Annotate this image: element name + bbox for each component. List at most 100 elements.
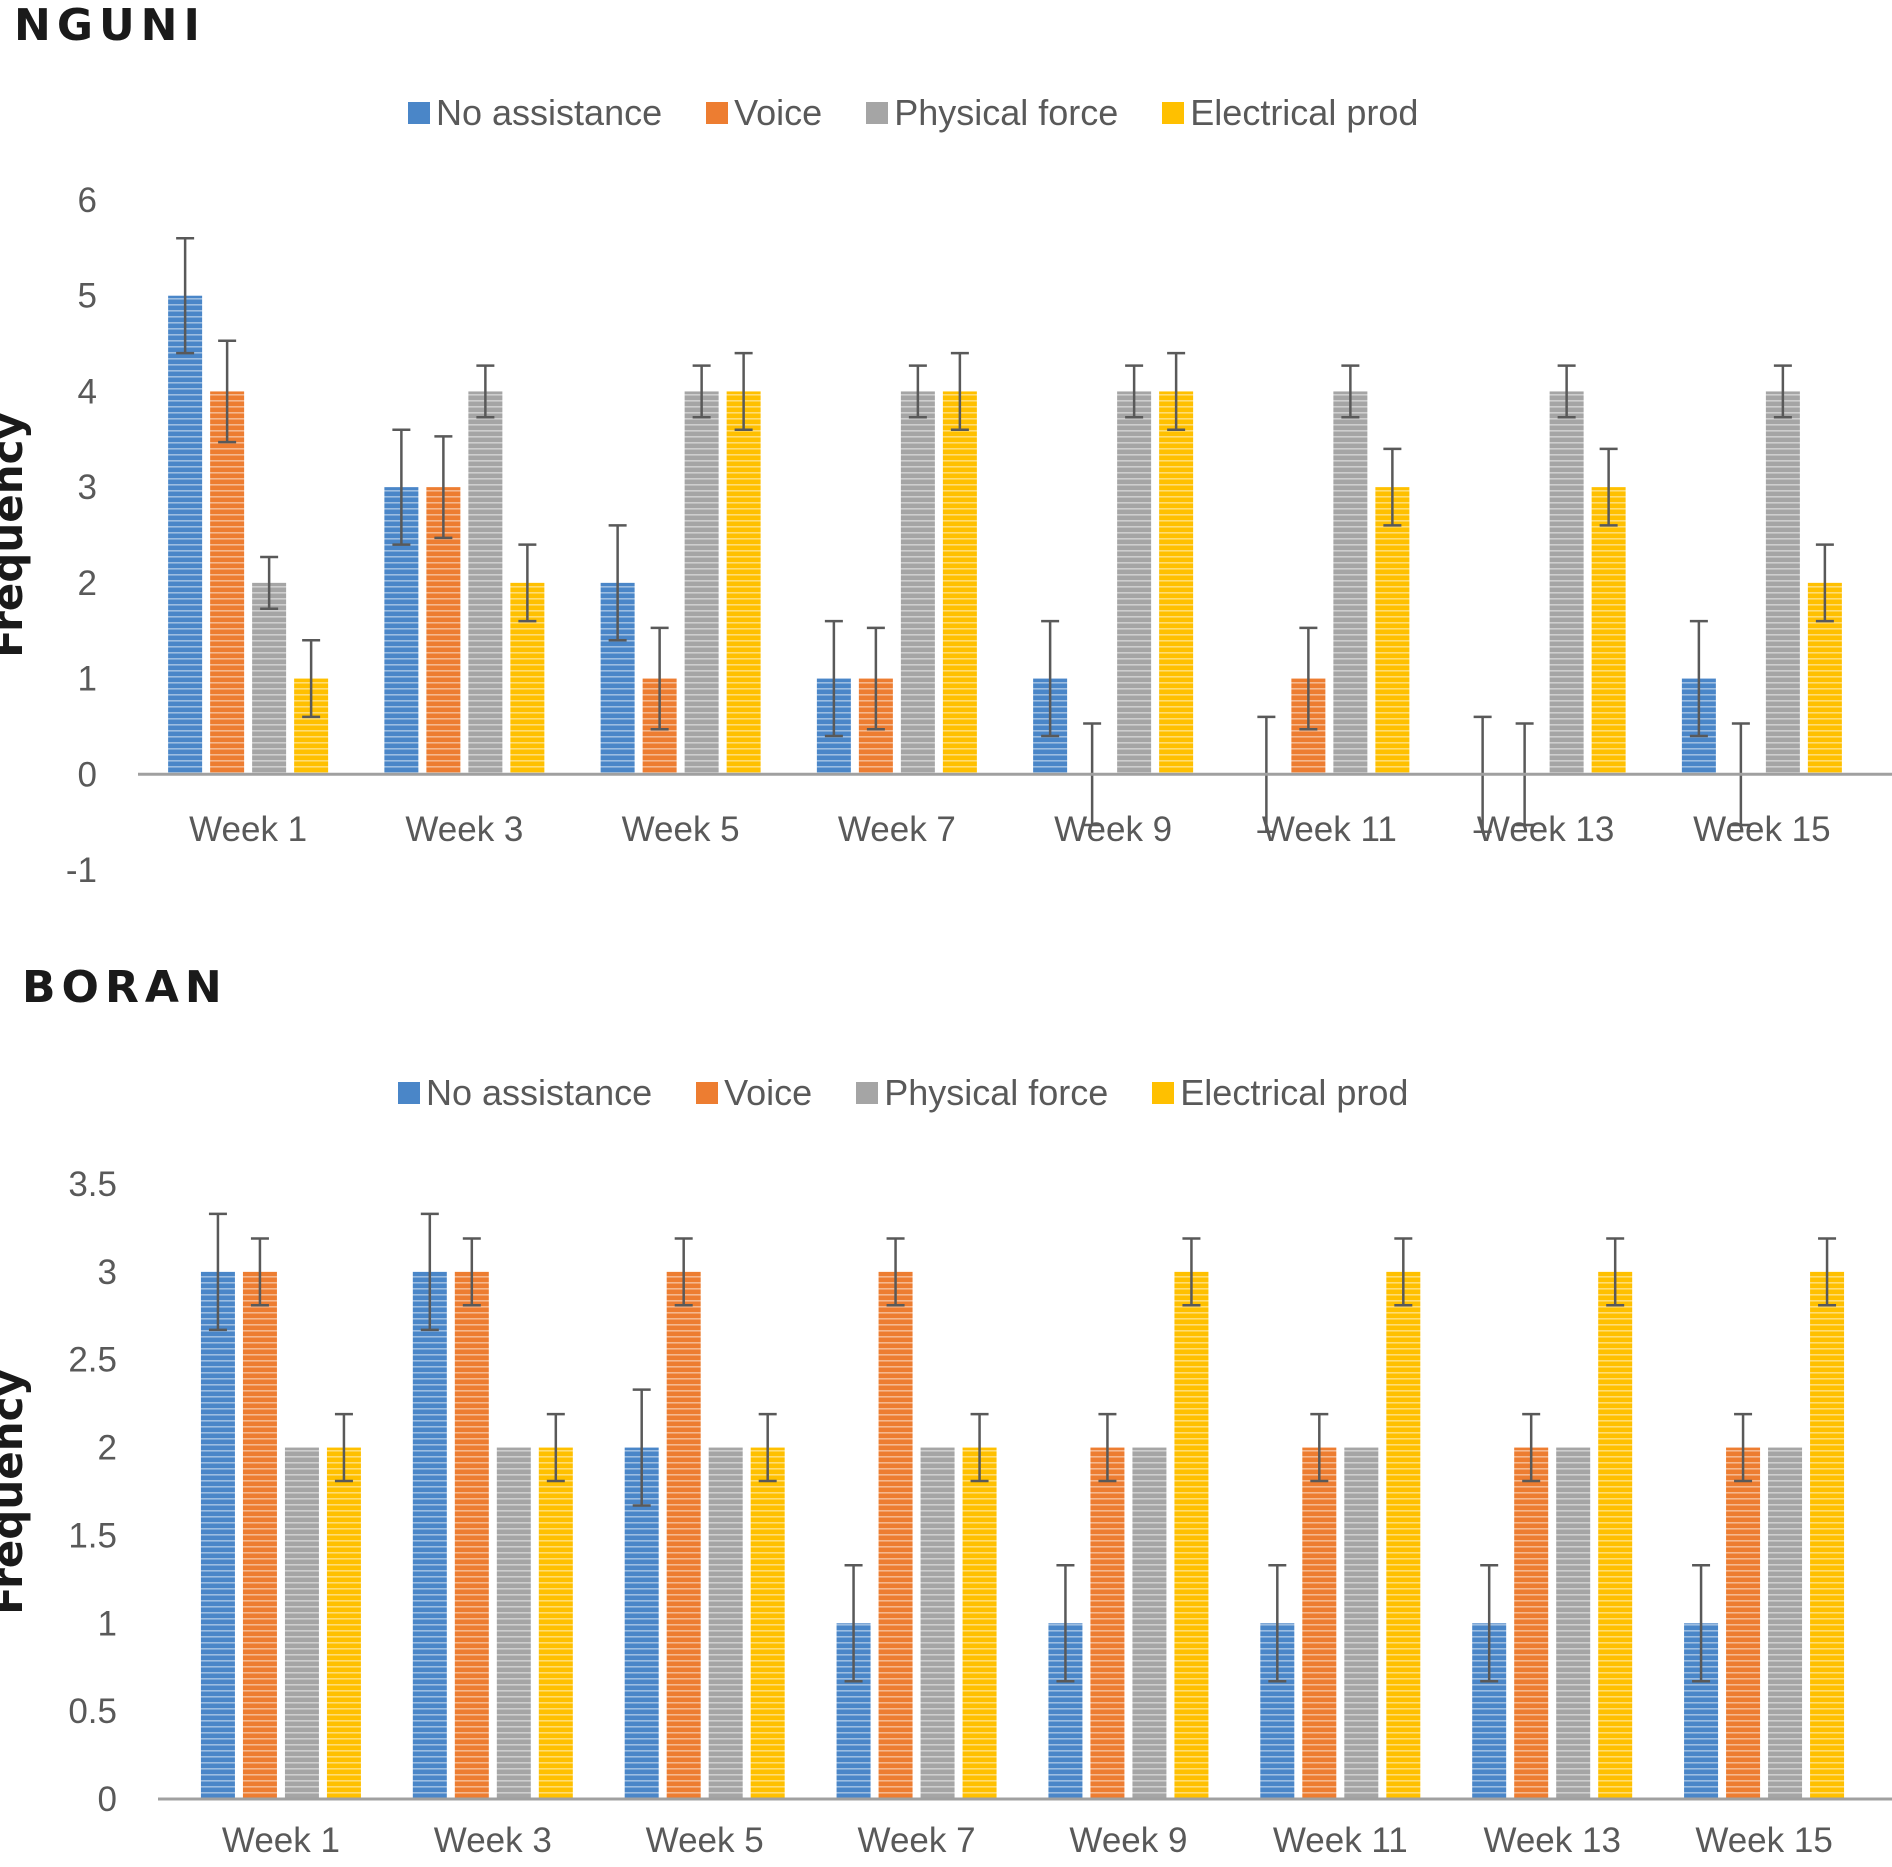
error-bar-electrical-prod-week-3 (546, 1412, 565, 1483)
legend-item-physical-force: Physical force (866, 92, 1118, 134)
y-tick-label: 0 (98, 1780, 117, 1819)
legend-label-voice: Voice (734, 92, 823, 133)
bar-electrical-prod-week-9 (1174, 1271, 1209, 1799)
error-bar-electrical-prod-week-15 (1818, 1237, 1837, 1307)
error-bar-electrical-prod-week-15 (1815, 543, 1834, 623)
nguni-chart-panel: NGUNI No assistance Voice Physical force… (0, 0, 1892, 930)
legend-swatch-physical-force (866, 102, 889, 124)
chart-legend: No assistance Voice Physical force Elect… (408, 92, 1418, 134)
bar-physical-force-week-15 (1765, 391, 1800, 775)
error-bar-electrical-prod-week-13 (1606, 1237, 1625, 1307)
y-tick-label: 4 (78, 372, 97, 411)
bar-physical-force-week-3 (468, 391, 503, 775)
bar-voice-week-1 (210, 391, 245, 775)
error-bar-no-assistance-week-11 (1268, 1564, 1287, 1683)
error-bar-physical-force-week-13 (1557, 364, 1576, 419)
bar-physical-force-week-3 (496, 1447, 531, 1799)
error-bar-no-assistance-week-7 (844, 1564, 863, 1683)
error-bar-voice-week-3 (462, 1237, 481, 1307)
x-tick-label: Week 9 (1069, 1821, 1187, 1860)
error-bar-electrical-prod-week-13 (1599, 447, 1618, 527)
legend-swatch-voice (696, 1082, 719, 1104)
legend-item-voice: Voice (706, 92, 822, 134)
bar-electrical-prod-week-5 (726, 391, 761, 775)
bar-voice-week-1 (242, 1271, 277, 1799)
error-bar-voice-week-7 (886, 1237, 905, 1307)
error-bar-electrical-prod-week-7 (950, 351, 969, 431)
error-bar-electrical-prod-week-9 (1167, 351, 1186, 431)
bar-voice-week-11 (1302, 1447, 1337, 1799)
bar-no-assistance-week-3 (412, 1271, 447, 1799)
bar-voice-week-5 (666, 1271, 701, 1799)
bar-electrical-prod-week-9 (1159, 391, 1194, 775)
y-tick-label: 2.5 (68, 1341, 117, 1380)
error-bar-voice-week-7 (866, 626, 885, 731)
x-tick-label: Week 5 (622, 810, 740, 849)
bar-electrical-prod-week-3 (538, 1447, 573, 1799)
error-bar-no-assistance-week-15 (1692, 1564, 1711, 1683)
error-bar-physical-force-week-11 (1341, 364, 1360, 419)
y-tick-label: 0.5 (68, 1692, 117, 1731)
chart-title: NGUNI (14, 0, 206, 51)
legend-item-physical-force: Physical force (856, 1072, 1108, 1114)
bar-electrical-prod-week-13 (1591, 487, 1626, 775)
x-tick-label: Week 3 (405, 810, 523, 849)
x-tick-label: Week 11 (1273, 1821, 1408, 1860)
bar-physical-force-week-9 (1132, 1447, 1167, 1799)
error-bar-voice-week-13 (1522, 1412, 1541, 1483)
bar-voice-week-3 (454, 1271, 489, 1799)
error-bar-no-assistance-week-13 (1480, 1564, 1499, 1683)
legend-label-physical-force: Physical force (894, 92, 1119, 133)
bar-voice-week-7 (878, 1271, 913, 1799)
bar-physical-force-week-13 (1556, 1447, 1591, 1799)
legend-label-physical-force: Physical force (884, 1072, 1109, 1113)
legend-label-no-assistance: No assistance (436, 92, 663, 133)
error-bar-electrical-prod-week-3 (518, 543, 537, 623)
bar-physical-force-week-15 (1768, 1447, 1803, 1799)
legend-label-electrical-prod: Electrical prod (1180, 1072, 1409, 1113)
error-bar-voice-week-11 (1310, 1412, 1329, 1483)
error-bar-no-assistance-week-9 (1041, 619, 1060, 738)
x-tick-label: Week 3 (434, 1821, 552, 1860)
error-bar-no-assistance-week-7 (824, 619, 843, 738)
legend-swatch-electrical-prod (1162, 102, 1185, 124)
error-bar-voice-week-5 (674, 1237, 693, 1307)
x-tick-label: Week 7 (858, 1821, 976, 1860)
y-tick-label: 2 (78, 564, 97, 603)
bar-electrical-prod-week-11 (1375, 487, 1410, 775)
legend-swatch-voice (706, 102, 729, 124)
x-tick-label: Week 5 (646, 1821, 764, 1860)
error-bar-electrical-prod-week-5 (758, 1412, 777, 1483)
legend-item-no-assistance: No assistance (408, 92, 662, 134)
y-tick-label: 1.5 (68, 1516, 117, 1555)
error-bar-physical-force-week-7 (908, 364, 927, 419)
boran-chart-panel: BORAN No assistance Voice Physical force… (0, 960, 1892, 1867)
error-bar-no-assistance-week-1 (176, 237, 195, 355)
legend-label-voice: Voice (724, 1072, 813, 1113)
bar-electrical-prod-week-11 (1386, 1271, 1421, 1799)
error-bar-no-assistance-week-1 (208, 1212, 227, 1332)
bar-electrical-prod-week-13 (1598, 1271, 1633, 1799)
bar-voice-week-9 (1090, 1447, 1125, 1799)
legend-item-voice: Voice (696, 1072, 812, 1114)
bar-physical-force-week-9 (1117, 391, 1152, 775)
error-bar-voice-week-11 (1299, 626, 1318, 731)
bar-electrical-prod-week-15 (1810, 1271, 1845, 1799)
y-tick-label: 0 (78, 755, 97, 794)
bar-electrical-prod-week-5 (750, 1447, 785, 1799)
legend-swatch-no-assistance (408, 102, 430, 124)
error-bar-electrical-prod-week-11 (1394, 1237, 1413, 1307)
error-bar-voice-week-5 (650, 626, 669, 731)
error-bar-voice-week-3 (434, 435, 453, 540)
legend-label-electrical-prod: Electrical prod (1190, 92, 1419, 133)
x-tick-label: Week 13 (1477, 810, 1615, 849)
bar-no-assistance-week-1 (168, 295, 203, 775)
x-tick-label: Week 1 (189, 810, 307, 849)
error-bar-electrical-prod-week-1 (302, 639, 321, 719)
y-tick-label: 2 (98, 1429, 117, 1468)
error-bar-no-assistance-week-15 (1689, 619, 1708, 738)
bar-physical-force-week-5 (684, 391, 719, 775)
bar-physical-force-week-11 (1333, 391, 1368, 775)
x-tick-label: Week 15 (1695, 1821, 1833, 1860)
error-bar-voice-week-1 (218, 339, 237, 444)
